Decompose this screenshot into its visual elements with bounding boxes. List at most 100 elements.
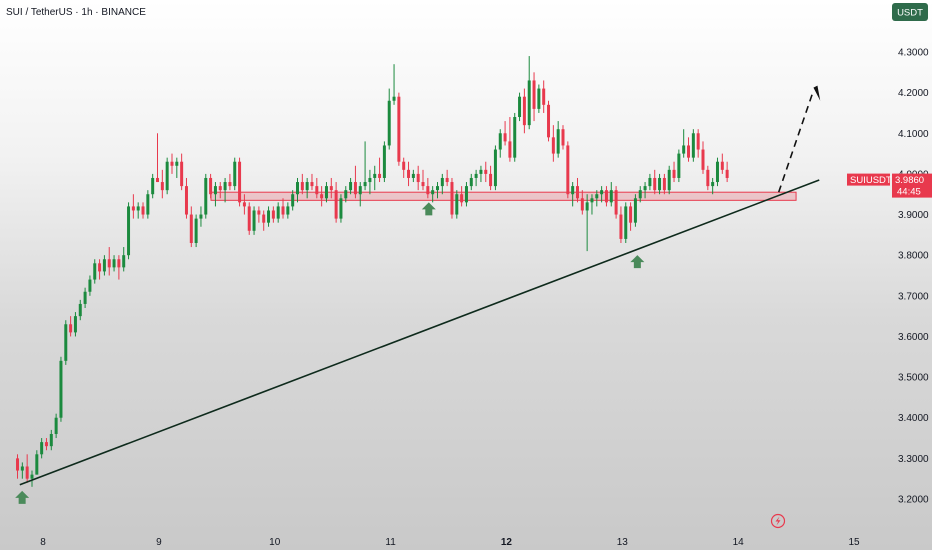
candle-body [633, 198, 637, 223]
candle-body [305, 182, 309, 191]
candle-body [252, 210, 256, 231]
candle-body [107, 259, 111, 268]
candle-body [25, 466, 29, 479]
candle-body [445, 177, 449, 183]
candle-body [609, 190, 613, 203]
price-tick-label: 3.3000 [898, 454, 929, 465]
candle-body [720, 161, 724, 170]
price-tick-label: 3.9000 [898, 210, 929, 221]
candle-body [595, 194, 599, 199]
candle-body [40, 442, 44, 455]
candle-body [131, 206, 135, 211]
candle-body [170, 161, 174, 166]
candle-body [407, 169, 411, 178]
candle-body [300, 182, 304, 191]
candle-body [228, 182, 232, 187]
candle-body [653, 177, 657, 191]
candle-body [218, 186, 222, 191]
candle-body [421, 182, 425, 187]
trendline [19, 179, 820, 486]
price-tick-label: 3.7000 [898, 291, 929, 302]
candle-body [64, 324, 68, 361]
candle-body [687, 145, 691, 158]
candle-body [614, 190, 618, 215]
price-tick-label: 3.5000 [898, 373, 929, 384]
up-arrow-icon [15, 490, 30, 504]
candle-body [648, 177, 652, 187]
candle-body [682, 145, 686, 154]
candle-body [368, 177, 372, 183]
candle-body [271, 210, 275, 219]
candle-body [532, 80, 536, 109]
price-tick-label: 3.6000 [898, 332, 929, 343]
candle-body [204, 177, 208, 215]
candle-body [556, 129, 560, 154]
candle-body [513, 117, 517, 158]
candle-body [83, 291, 87, 304]
candle-body [378, 173, 382, 178]
candle-body [320, 194, 324, 199]
candle-body [180, 161, 184, 187]
candle-body [542, 88, 546, 105]
candle-body [382, 145, 386, 178]
candle-body [479, 169, 483, 174]
candle-body [503, 133, 507, 142]
candle-body [112, 259, 116, 268]
candle-body [238, 161, 242, 203]
time-axis[interactable]: 8 9 10 11 12 13 14 15 [40, 537, 860, 548]
candle-body [16, 458, 20, 471]
candle-body [20, 466, 24, 471]
candle-body [102, 259, 106, 272]
time-tick-label: 13 [617, 537, 629, 548]
candle-body [281, 206, 285, 215]
candle-body [339, 198, 343, 219]
candle-body [334, 190, 338, 219]
candle-body [54, 417, 58, 434]
candle-body [233, 161, 237, 187]
candle-body [527, 80, 531, 126]
candle-body [117, 259, 121, 268]
candle-body [98, 263, 102, 272]
candle-body [213, 186, 217, 195]
candle-body [662, 177, 666, 191]
price-tick-label: 3.2000 [898, 495, 929, 506]
candle-body [199, 214, 203, 219]
candle-body [247, 206, 251, 231]
candle-body [691, 133, 695, 158]
candle-body [522, 96, 526, 126]
candle-body [257, 210, 261, 215]
price-tag-countdown: 44:45 [897, 187, 921, 198]
candle-body [706, 169, 710, 187]
time-tick-label: 12 [501, 537, 513, 548]
candle-body [696, 133, 700, 150]
candle-body [324, 186, 328, 199]
time-tick-label: 15 [848, 537, 860, 548]
candle-body [701, 149, 705, 170]
candle-body [175, 161, 179, 166]
up-arrow-icon [421, 202, 436, 216]
currency-badge[interactable]: USDT [892, 3, 928, 21]
candle-body [160, 182, 164, 191]
lightning-icon[interactable] [770, 513, 786, 529]
candle-body [575, 186, 579, 199]
candle-body [310, 182, 314, 187]
price-axis[interactable]: 4.30004.20004.10004.00003.90003.80003.70… [898, 48, 929, 506]
price-tick-label: 3.8000 [898, 251, 929, 262]
candle-body [315, 186, 319, 195]
candle-body [165, 161, 169, 191]
time-tick-label: 9 [156, 537, 162, 548]
candle-body [262, 214, 266, 223]
candle-body [484, 169, 488, 174]
candle-body [677, 153, 681, 178]
candle-body [489, 173, 493, 187]
candle-body [363, 182, 367, 187]
symbol-price-label: SUIUSDT 3.9860 44:45 [847, 173, 932, 198]
candle-body [411, 173, 415, 178]
candle-body [658, 177, 662, 191]
candle-body [329, 186, 333, 191]
candle-body [184, 186, 188, 215]
candle-body [44, 442, 48, 447]
candle-body [590, 198, 594, 203]
candle-body [547, 104, 551, 138]
